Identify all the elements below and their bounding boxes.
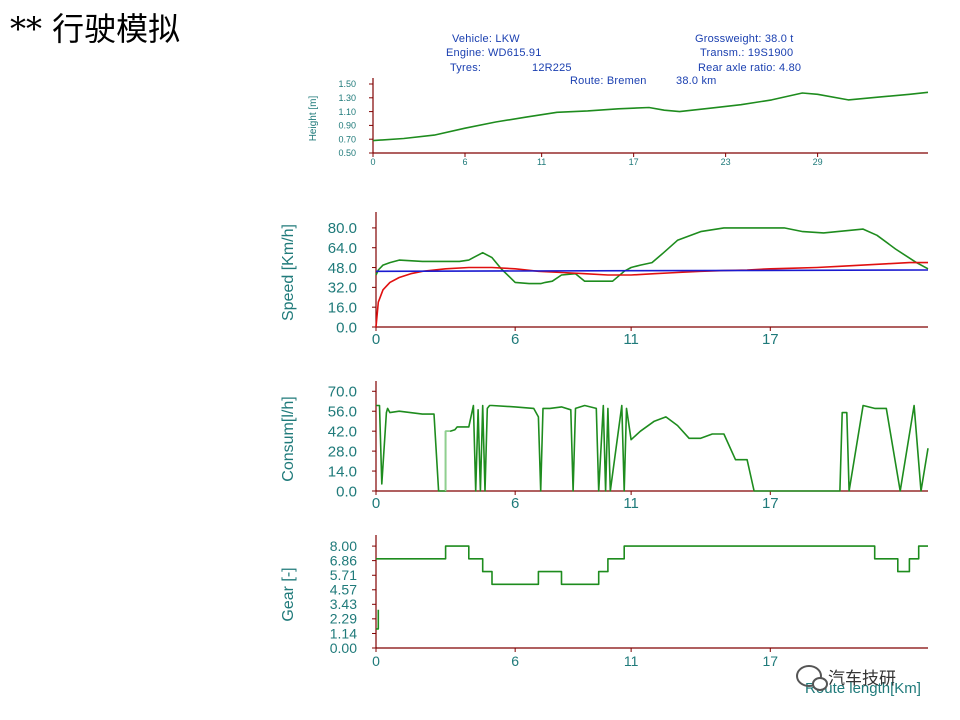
consum-y-tick-label: 0.0 bbox=[336, 483, 357, 500]
consum-x-tick-label: 11 bbox=[623, 495, 639, 512]
speed-x-tick-label: 6 bbox=[511, 331, 519, 348]
speed-y-tick-label: 32.0 bbox=[328, 280, 357, 297]
info-gross-weight: Grossweight: 38.0 t bbox=[695, 33, 794, 45]
height-x-tick-label: 17 bbox=[629, 157, 639, 167]
height-x-tick-label: 11 bbox=[537, 157, 546, 167]
height-y-tick-label: 1.10 bbox=[338, 107, 356, 117]
gear-y-tick-label: 5.71 bbox=[330, 567, 357, 583]
consum-y-tick-label: 56.0 bbox=[328, 403, 357, 420]
info-rear-axle: Rear axle ratio: 4.80 bbox=[698, 62, 802, 74]
wechat-icon bbox=[796, 665, 828, 691]
gear-x-tick-label: 11 bbox=[624, 653, 639, 669]
consum-y-tick-label: 14.0 bbox=[328, 463, 357, 480]
gear-y-axis-label: Gear [-] bbox=[280, 567, 297, 621]
gear-y-tick-label: 1.14 bbox=[330, 625, 357, 641]
height-y-tick-label: 1.50 bbox=[338, 79, 356, 89]
consum-series-line-0 bbox=[376, 404, 929, 492]
consum-x-tick-label: 17 bbox=[762, 495, 779, 512]
info-vehicle: Vehicle: LKW bbox=[452, 33, 520, 45]
speed-series-line-1 bbox=[375, 261, 928, 328]
speed-y-tick-label: 80.0 bbox=[328, 220, 357, 237]
info-route: Route: Bremen bbox=[570, 75, 647, 87]
gear-x-tick-label: 0 bbox=[372, 653, 380, 669]
speed-x-tick-label: 0 bbox=[372, 331, 380, 348]
gear-series-line-1 bbox=[376, 609, 380, 630]
height-series-line-0 bbox=[372, 91, 929, 142]
speed-x-tick-label: 11 bbox=[623, 331, 639, 348]
info-engine: Engine: WD615.91 bbox=[446, 47, 542, 59]
gear-series-line-0 bbox=[376, 545, 928, 586]
height-x-tick-label: 6 bbox=[462, 157, 467, 167]
speed-series-line-2 bbox=[375, 269, 929, 273]
speed-y-tick-label: 64.0 bbox=[328, 240, 357, 257]
gear-x-axis-label: Route length[Km] bbox=[805, 680, 921, 697]
speed-y-tick-label: 0.0 bbox=[336, 319, 357, 336]
slide-title: ** 行驶模拟 bbox=[10, 10, 181, 48]
info-transmission: Transm.: 19S1900 bbox=[700, 47, 794, 59]
height-y-tick-label: 1.30 bbox=[338, 93, 356, 103]
speed-series-line-0 bbox=[375, 227, 929, 285]
height-x-tick-label: 0 bbox=[370, 157, 375, 167]
consum-y-axis-label: Consum[l/h] bbox=[280, 396, 297, 481]
info-tyres-value: 12R225 bbox=[532, 62, 572, 74]
gear-y-tick-label: 4.57 bbox=[330, 582, 357, 598]
speed-y-axis-label: Speed [Km/h] bbox=[280, 224, 297, 321]
info-tyres-label: Tyres: bbox=[450, 62, 482, 74]
consum-y-tick-label: 28.0 bbox=[328, 443, 357, 460]
gear-y-tick-label: 6.86 bbox=[330, 553, 357, 569]
height-y-tick-label: 0.90 bbox=[338, 121, 356, 131]
height-x-tick-label: 29 bbox=[813, 157, 823, 167]
gear-x-tick-label: 6 bbox=[511, 653, 519, 669]
watermark: 汽车技研 bbox=[796, 664, 896, 691]
consum-y-tick-label: 42.0 bbox=[328, 423, 357, 440]
speed-y-tick-label: 16.0 bbox=[328, 299, 357, 316]
height-y-tick-label: 0.50 bbox=[338, 148, 356, 158]
speed-y-tick-label: 48.0 bbox=[328, 260, 357, 277]
height-y-tick-label: 0.70 bbox=[338, 134, 356, 144]
gear-x-tick-label: 17 bbox=[762, 653, 778, 669]
gear-y-tick-label: 2.29 bbox=[330, 611, 357, 627]
watermark-text: 汽车技研 bbox=[828, 669, 896, 689]
gear-y-tick-label: 3.43 bbox=[330, 596, 357, 612]
consum-x-tick-label: 6 bbox=[511, 495, 519, 512]
speed-x-tick-label: 17 bbox=[762, 331, 779, 348]
height-x-tick-label: 23 bbox=[721, 157, 731, 167]
gear-y-tick-label: 8.00 bbox=[330, 538, 357, 554]
info-route-length: 38.0 km bbox=[676, 75, 717, 87]
consum-series-line-1 bbox=[444, 430, 451, 491]
height-y-axis-label: Height [m] bbox=[308, 95, 319, 141]
gear-y-tick-label: 0.00 bbox=[330, 640, 357, 656]
consum-x-tick-label: 0 bbox=[372, 495, 380, 512]
consum-y-tick-label: 70.0 bbox=[328, 384, 357, 401]
